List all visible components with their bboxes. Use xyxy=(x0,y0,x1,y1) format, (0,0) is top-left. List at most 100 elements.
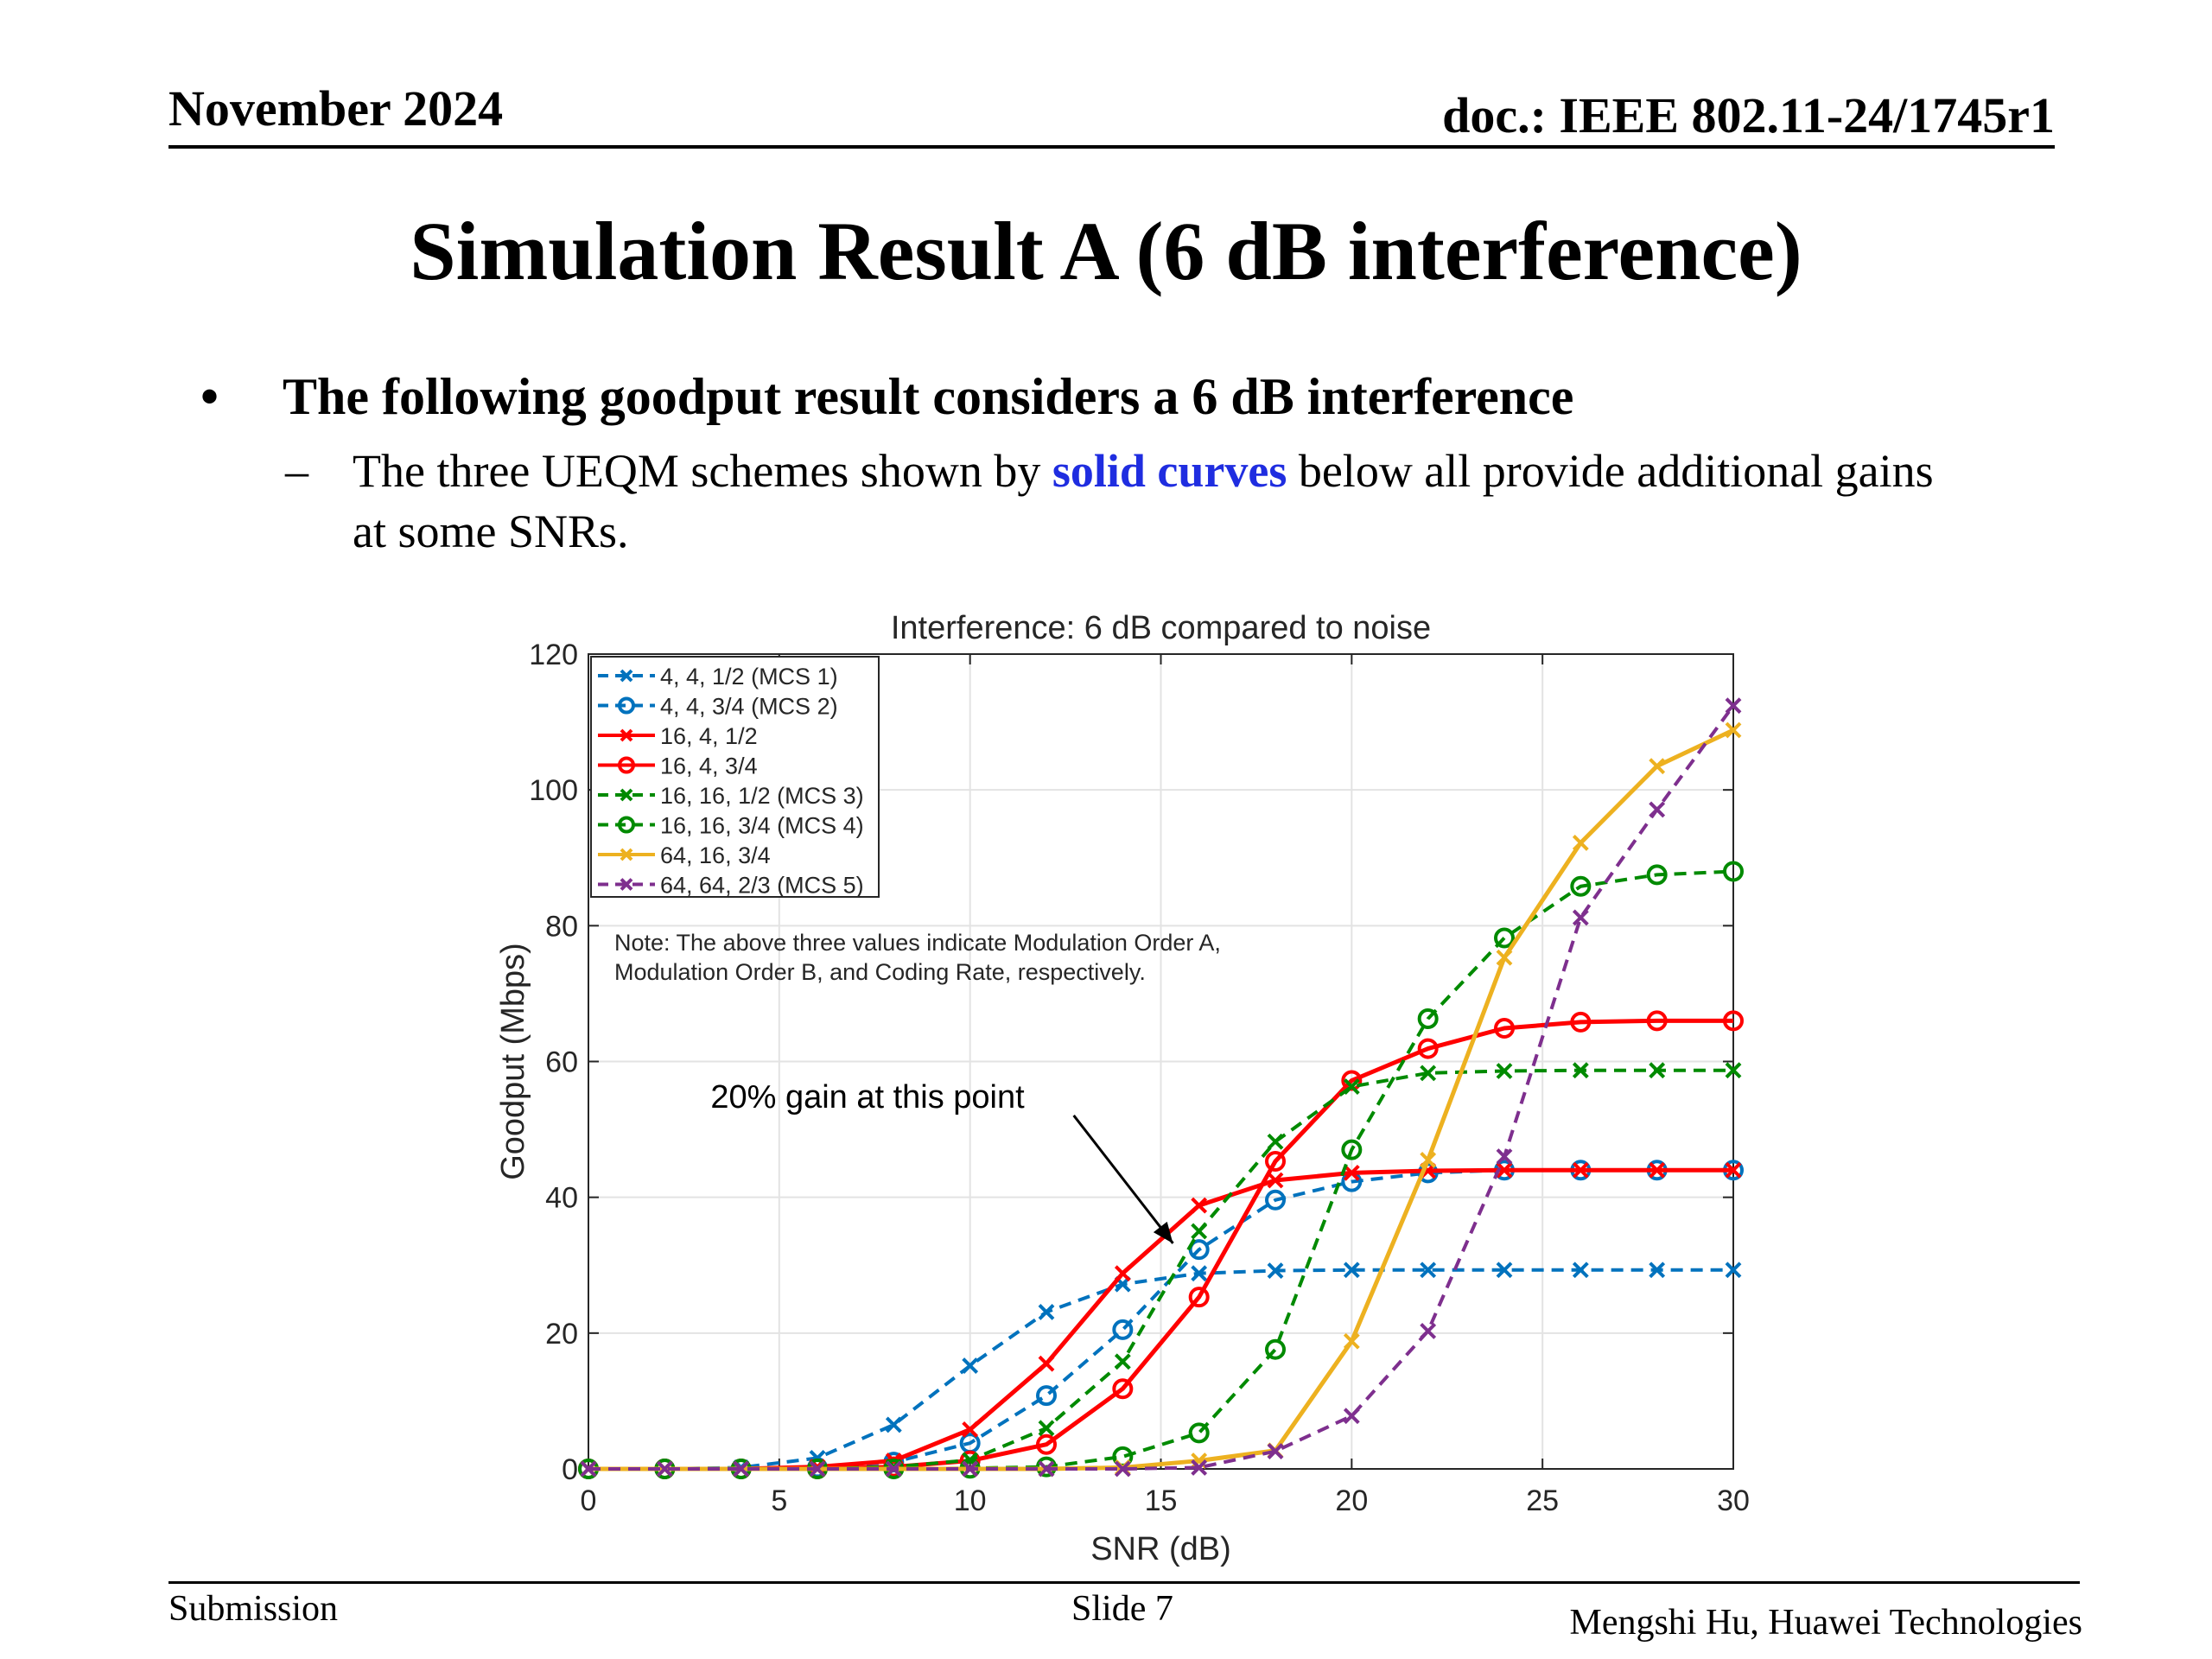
data-point xyxy=(1496,1262,1513,1279)
y-tick-label: 120 xyxy=(529,639,578,671)
legend-box xyxy=(590,656,880,898)
data-point xyxy=(1494,927,1515,949)
slide-title: Simulation Result A (6 dB interference) xyxy=(410,205,1802,297)
data-point xyxy=(1188,1239,1210,1261)
data-point xyxy=(1265,1338,1286,1360)
gain-annotation-arrowhead xyxy=(1153,1221,1173,1243)
note-line-1: Note: The above three values indicate Mo… xyxy=(614,930,1221,956)
data-point xyxy=(1112,1319,1134,1340)
legend: 4, 4, 1/2 (MCS 1) 4, 4, 3/4 (MCS 2) 16, 4,… xyxy=(590,656,880,899)
data-point xyxy=(1723,1010,1744,1032)
data-point xyxy=(1572,835,1589,851)
data-point xyxy=(1649,801,1666,818)
x-axis-label: SNR (dB) xyxy=(1090,1531,1231,1567)
x-tick-label: 25 xyxy=(1526,1484,1559,1517)
data-point xyxy=(618,756,635,774)
legend-label: 4, 4, 3/4 (MCS 2) xyxy=(660,694,838,720)
data-point xyxy=(809,1460,826,1478)
data-point xyxy=(1265,1189,1286,1211)
data-point xyxy=(1572,1062,1589,1079)
legend-label: 16, 4, 3/4 xyxy=(660,753,758,779)
legend-label: 16, 4, 1/2 xyxy=(660,723,758,749)
y-axis-label: Goodput (Mbps) xyxy=(495,943,531,1180)
data-point xyxy=(1572,1161,1589,1179)
data-point xyxy=(962,1357,979,1374)
data-point xyxy=(962,1460,979,1478)
data-point xyxy=(620,848,633,861)
data-point xyxy=(620,878,633,891)
data-point xyxy=(1267,1133,1284,1150)
data-point xyxy=(1420,1323,1437,1339)
data-point xyxy=(1341,1070,1363,1091)
gain-annotation-arrow xyxy=(1072,1115,1174,1244)
data-point xyxy=(1417,1007,1439,1029)
data-point xyxy=(1343,1078,1360,1095)
data-point xyxy=(1343,1262,1360,1279)
data-point xyxy=(1496,1148,1513,1165)
x-tick-label: 30 xyxy=(1717,1484,1750,1517)
footer-author: Mengshi Hu, Huawei Technologies xyxy=(1569,1603,2082,1643)
data-point xyxy=(1191,1197,1208,1214)
data-point xyxy=(1038,1460,1055,1478)
chart-title: Interference: 6 dB compared to noise xyxy=(891,610,1431,646)
y-tick-label: 60 xyxy=(545,1046,578,1079)
data-point xyxy=(620,728,633,742)
footer-slide-number: Slide 7 xyxy=(1071,1589,1173,1629)
x-tick-label: 5 xyxy=(771,1484,787,1517)
data-point xyxy=(1572,1262,1589,1279)
data-point xyxy=(1036,1433,1057,1455)
data-point xyxy=(1343,1164,1360,1181)
data-point xyxy=(1725,721,1742,739)
header-doc-id: doc.: IEEE 802.11-24/1745r1 xyxy=(1442,87,2055,143)
data-point xyxy=(1036,1385,1057,1407)
bullet-sub: – The three UEQM schemes shown by solid c… xyxy=(285,441,2100,562)
data-point xyxy=(1038,1304,1055,1320)
data-point xyxy=(618,816,635,834)
data-point xyxy=(1572,909,1589,926)
data-point xyxy=(1191,1223,1208,1240)
y-tick-label: 20 xyxy=(545,1318,578,1351)
data-point xyxy=(620,788,633,802)
data-point xyxy=(1649,1262,1666,1279)
data-point xyxy=(885,1416,902,1433)
bullet-main: • The following goodput result considers … xyxy=(200,367,1573,427)
y-tick-label: 40 xyxy=(545,1182,578,1215)
legend-label: 16, 16, 1/2 (MCS 3) xyxy=(660,783,864,809)
y-tick-label: 100 xyxy=(529,774,578,807)
data-point xyxy=(1649,758,1666,775)
data-point xyxy=(1496,1063,1513,1079)
data-point xyxy=(1038,1355,1055,1372)
data-point xyxy=(1343,1408,1360,1425)
bullet-sub-before: The three UEQM schemes shown by xyxy=(353,445,1052,497)
bullet-sub-after: below all provide additional gains xyxy=(1287,445,1934,497)
data-point xyxy=(1267,1262,1284,1279)
data-point xyxy=(1496,949,1513,966)
data-point xyxy=(1417,1038,1439,1059)
data-point xyxy=(1191,1265,1208,1282)
data-point xyxy=(1420,1152,1437,1168)
x-tick-label: 0 xyxy=(581,1484,597,1517)
legend-label: 16, 16, 3/4 (MCS 4) xyxy=(660,813,864,839)
data-point xyxy=(1188,1287,1210,1308)
x-tick-label: 20 xyxy=(1335,1484,1368,1517)
data-point xyxy=(1496,1161,1513,1179)
data-point xyxy=(1725,1062,1742,1079)
data-point xyxy=(656,1460,673,1478)
data-point xyxy=(1725,1262,1742,1279)
data-point xyxy=(620,669,633,683)
data-point xyxy=(1188,1422,1210,1444)
bullet-dash-icon: – xyxy=(285,445,308,497)
y-tick-label: 0 xyxy=(562,1453,578,1486)
bullet-dot-icon: • xyxy=(200,368,219,425)
series-8 xyxy=(580,697,1742,1478)
data-point xyxy=(580,1460,597,1478)
data-point xyxy=(1267,1443,1284,1459)
data-point xyxy=(1420,1262,1437,1279)
data-point xyxy=(1570,875,1592,897)
data-point xyxy=(1649,1161,1666,1179)
data-point xyxy=(1646,1010,1668,1032)
series-line xyxy=(588,1268,1733,1471)
y-tick-label: 80 xyxy=(545,910,578,943)
data-point xyxy=(1191,1459,1208,1476)
